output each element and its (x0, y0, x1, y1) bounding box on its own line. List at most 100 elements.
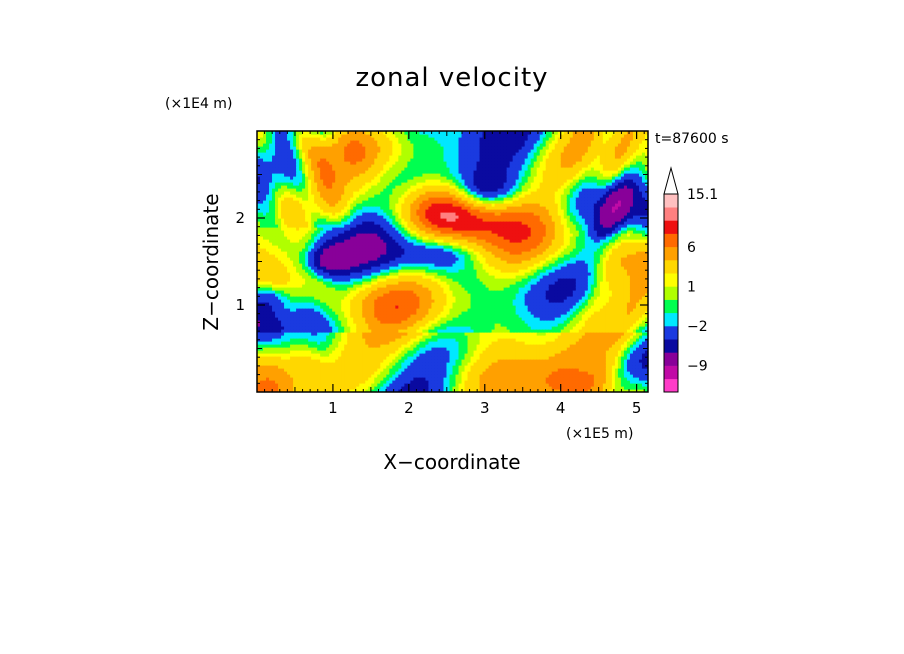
field-cell (389, 377, 393, 381)
field-cell (416, 248, 421, 252)
field-cell (266, 329, 270, 333)
field-cell (413, 329, 418, 333)
field-cell (260, 161, 264, 165)
field-cell (425, 215, 430, 219)
field-cell (356, 263, 360, 267)
field-cell (407, 278, 411, 282)
field-cell (269, 272, 273, 276)
field-cell (404, 143, 408, 147)
field-cell (263, 305, 267, 309)
field-cell (347, 362, 351, 366)
field-cell (350, 140, 354, 144)
field-cell (368, 296, 372, 300)
field-cell (329, 155, 333, 159)
field-cell (314, 188, 318, 192)
field-cell (350, 191, 354, 195)
field-cell (329, 266, 333, 270)
field-cell (278, 317, 282, 321)
field-cell (308, 290, 312, 294)
field-cell (389, 284, 393, 288)
field-cell (278, 272, 282, 276)
field-cell (278, 377, 282, 381)
field-cell (365, 353, 369, 357)
field-cell (338, 317, 342, 321)
field-cell (347, 383, 351, 387)
field-cell (341, 326, 345, 330)
field-cell (410, 257, 414, 261)
field-cell (320, 182, 324, 186)
field-cell (410, 167, 414, 171)
field-cell (275, 140, 279, 144)
field-cell (323, 359, 327, 363)
field-cell (407, 275, 411, 279)
field-cell (419, 227, 424, 231)
field-cell (407, 320, 411, 324)
field-cell (362, 185, 366, 189)
field-cell (356, 224, 360, 228)
field-cell (320, 368, 324, 372)
field-cell (311, 131, 315, 135)
field-cell (389, 344, 393, 348)
field-cell (302, 278, 306, 282)
field-cell (416, 140, 421, 144)
field-cell (380, 374, 384, 378)
field-cell (368, 155, 372, 159)
field-cell (332, 248, 336, 252)
field-cell (314, 320, 318, 324)
field-cell (407, 164, 411, 168)
field-cell (308, 335, 312, 339)
field-cell (311, 143, 315, 147)
field-cell (275, 248, 279, 252)
field-cell (269, 350, 273, 354)
field-cell (422, 152, 427, 156)
field-cell (269, 182, 273, 186)
field-cell (413, 158, 418, 162)
field-cell (323, 365, 327, 369)
field-cell (347, 212, 351, 216)
field-cell (344, 320, 348, 324)
field-cell (299, 191, 303, 195)
field-cell (269, 248, 273, 252)
field-cell (275, 131, 279, 135)
field-cell (371, 233, 375, 237)
field-cell (347, 368, 351, 372)
field-cell (281, 275, 285, 279)
field-cell (395, 224, 399, 228)
field-cell (353, 212, 357, 216)
field-cell (272, 239, 276, 243)
field-cell (353, 359, 357, 363)
field-cell (287, 143, 291, 147)
field-cell (323, 245, 327, 249)
field-cell (380, 320, 384, 324)
field-cell (326, 308, 330, 312)
field-cell (260, 278, 264, 282)
field-cell (371, 257, 375, 261)
field-cell (365, 356, 369, 360)
field-cell (314, 227, 318, 231)
field-cell (284, 251, 288, 255)
field-cell (395, 281, 399, 285)
field-cell (338, 218, 342, 222)
field-cell (308, 152, 312, 156)
field-cell (302, 263, 306, 267)
field-cell (299, 155, 303, 159)
field-cell (368, 158, 372, 162)
field-cell (407, 368, 411, 372)
field-cell (272, 221, 276, 225)
field-cell (377, 197, 381, 201)
field-cell (299, 251, 303, 255)
field-cell (347, 269, 351, 273)
field-cell (338, 380, 342, 384)
field-cell (362, 191, 366, 195)
field-cell (293, 230, 297, 234)
field-cell (305, 350, 309, 354)
field-cell (422, 239, 427, 243)
field-cell (281, 218, 285, 222)
field-cell (284, 290, 288, 294)
field-cell (341, 158, 345, 162)
field-cell (374, 335, 378, 339)
field-cell (392, 281, 396, 285)
field-cell (353, 329, 357, 333)
field-cell (263, 149, 267, 153)
field-cell (311, 293, 315, 297)
